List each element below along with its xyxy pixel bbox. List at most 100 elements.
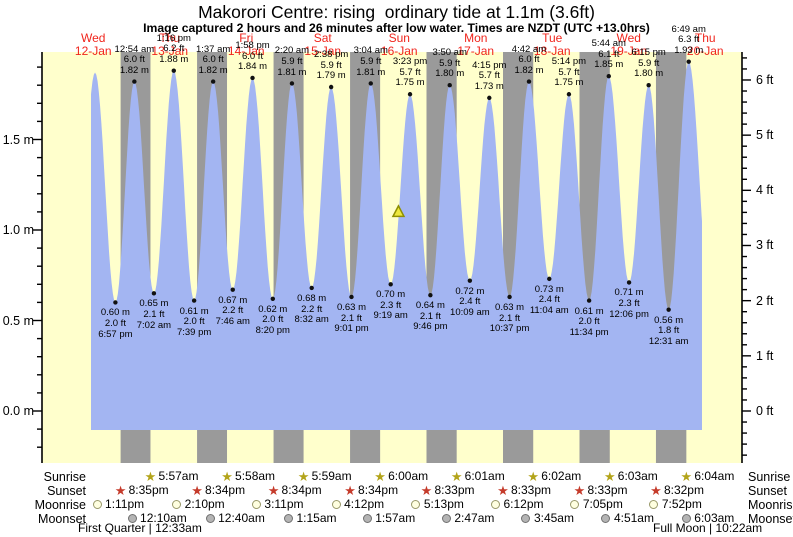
- moonset-marker-icon: [205, 513, 215, 523]
- tide-extreme-label-line: 12:06 pm: [609, 308, 649, 320]
- chart-title: Makorori Centre: rising ordinary tide at…: [198, 2, 595, 22]
- moonset-marker-icon: [601, 513, 611, 523]
- tide-extreme-dot: [526, 79, 532, 84]
- tide-extreme-label-line: 2.0 ft: [262, 314, 284, 326]
- y-axis-label-ft: 1 ft: [756, 348, 774, 363]
- tide-extreme-label: 0.73 m 2.4 ft 11:04 am: [516, 284, 582, 317]
- row-label-moonrise-right: Moonrise: [748, 498, 793, 512]
- tide-extreme-label-line: 11:04 am: [529, 305, 569, 317]
- tide-extreme-label-line: 0.67 m: [218, 294, 248, 306]
- tide-extreme-label-line: 6.3 ft: [678, 34, 700, 46]
- tide-extreme-label-line: 1.75 m: [554, 77, 584, 89]
- day-name: Mon: [464, 31, 488, 45]
- day-label: Fri 14-Jan: [214, 32, 278, 58]
- y-axis-label-m: 0.5 m: [2, 313, 34, 328]
- tide-extreme-dot: [586, 298, 592, 303]
- tide-extreme-dot: [626, 280, 632, 285]
- tide-extreme-label-line: 2:20 am: [274, 45, 310, 57]
- tide-extreme-label-line: 0.63 m: [336, 301, 366, 313]
- tide-extreme-label-line: 1.79 m: [316, 70, 346, 82]
- moonrise-marker-icon: [411, 499, 421, 509]
- moonrise-time: 5:13pm: [423, 497, 464, 511]
- tide-extreme-label-line: 1.82 m: [514, 64, 544, 76]
- tide-extreme-label-line: 8:20 pm: [255, 324, 290, 336]
- sunrise-time: 6:00am: [388, 469, 429, 483]
- y-axis-label-m: 0.0 m: [2, 404, 34, 418]
- sunset-time: 8:32pm: [663, 483, 704, 497]
- tide-extreme-label-line: 11:34 pm: [569, 326, 609, 338]
- sunrise-time: 6:01am: [464, 469, 505, 483]
- tide-extreme-dot: [132, 79, 137, 84]
- row-label-moonset-left: Moonset: [38, 512, 86, 526]
- tide-extreme-label: 0.63 m 2.1 ft 9:01 pm: [318, 301, 384, 335]
- tide-extreme-label: 6:15 pm 5.9 ft 1.80 m: [616, 48, 682, 80]
- tide-extreme-label-line: 5:44 am: [591, 38, 626, 50]
- tide-extreme-dot: [210, 79, 216, 84]
- tide-extreme-label: 4:42 am 6.0 ft 1.82 m: [496, 44, 562, 77]
- moonrise-time: 7:05pm: [582, 497, 623, 511]
- day-name: Sat: [313, 31, 332, 45]
- y-axis-label-ft: 3 ft: [756, 238, 774, 253]
- tide-extreme-label-line: 7:02 am: [136, 319, 172, 331]
- sunrise-time: 5:59am: [311, 469, 352, 483]
- tide-extreme-dot: [507, 294, 512, 300]
- tide-extreme-label-line: 1.80 m: [435, 68, 465, 80]
- tide-extreme-label-line: 0.62 m: [258, 303, 288, 315]
- tide-extreme-label-line: 0.61 m: [574, 305, 604, 317]
- tide-extreme-dot: [368, 81, 373, 86]
- sunset-time: 8:35pm: [128, 483, 169, 497]
- tide-extreme-dot: [407, 92, 413, 97]
- tide-extreme-label: 1:58 pm 6.0 ft 1.84 m: [220, 40, 286, 73]
- sunset-marker-icon: ★: [191, 483, 203, 498]
- tide-extreme-label-line: 7:39 pm: [176, 326, 212, 338]
- sunset-marker-icon: ★: [344, 483, 356, 498]
- sunset-marker-icon: ★: [573, 483, 586, 498]
- tide-extreme-dot: [646, 83, 651, 88]
- tide-extreme-label-line: 2.1 ft: [143, 308, 165, 320]
- current-time-marker: [391, 204, 406, 218]
- tide-extreme-label-line: 2.4 ft: [459, 296, 481, 308]
- tide-extreme-dot: [666, 307, 671, 312]
- tide-extreme-dot: [230, 287, 235, 292]
- sunrise-time: 5:58am: [235, 469, 276, 483]
- tide-area: [91, 61, 702, 430]
- tide-extreme-label-line: 6:15 pm: [631, 47, 666, 59]
- sunrise-time: 6:03am: [617, 469, 658, 483]
- tide-extreme-label: 12:54 am 6.0 ft 1.82 m: [101, 44, 167, 77]
- tide-extreme-label-line: 0.72 m: [455, 285, 485, 297]
- tide-extreme-label-line: 8:32 am: [294, 314, 329, 326]
- sunrise-marker-icon: ★: [527, 469, 540, 484]
- tide-extreme-label-line: 3:50 am: [432, 47, 467, 59]
- moonrise-time: 1:11pm: [105, 497, 145, 511]
- tide-extreme-label: 0.67 m 2.2 ft 7:46 am: [200, 294, 266, 328]
- tide-extreme-label-line: 2.1 ft: [499, 312, 521, 324]
- moonrise-time: 6:12pm: [503, 497, 544, 511]
- moonrise-marker-icon: [491, 499, 500, 509]
- moonrise-time: 3:11pm: [264, 497, 304, 511]
- tide-extreme-label-line: 2.2 ft: [222, 305, 244, 317]
- row-label-sunrise-left: Sunrise: [43, 470, 86, 484]
- tide-extreme-dot: [388, 282, 393, 287]
- sunset-marker-icon: ★: [497, 483, 509, 498]
- sunset-marker-icon: ★: [267, 483, 280, 498]
- tide-extreme-label-line: 2.1 ft: [419, 310, 441, 322]
- tide-extreme-label-line: 5.9 ft: [638, 57, 660, 69]
- tide-extreme-label: 2:20 am 5.9 ft 1.81 m: [259, 46, 325, 78]
- tide-extreme-label: 0.63 m 2.1 ft 10:37 pm: [477, 302, 543, 335]
- tide-extreme-label: 0.61 m 2.0 ft 7:39 pm: [161, 306, 227, 339]
- day-name: Wed: [81, 31, 106, 45]
- sunset-time: 8:34pm: [205, 483, 246, 497]
- day-label: Sun 16-Jan: [367, 32, 431, 58]
- tide-extreme-label-line: 5.9 ft: [360, 55, 382, 67]
- tide-extreme-label-line: 1.75 m: [395, 77, 425, 89]
- moon-phase-first-quarter: First Quarter | 12:33am: [78, 521, 202, 535]
- tide-extreme-label-line: 10:37 pm: [489, 323, 530, 335]
- moonrise-marker-icon: [251, 499, 261, 509]
- day-date: 20-Jan: [686, 44, 724, 58]
- tide-extreme-dot: [171, 68, 176, 73]
- tide-extreme-label-line: 0.65 m: [139, 298, 169, 310]
- sunset-time: 8:34pm: [281, 483, 322, 497]
- day-name: Thu: [159, 31, 181, 45]
- moonset-marker-icon: [362, 513, 372, 523]
- tide-extreme-label: 0.64 m 2.1 ft 9:46 pm: [397, 301, 463, 333]
